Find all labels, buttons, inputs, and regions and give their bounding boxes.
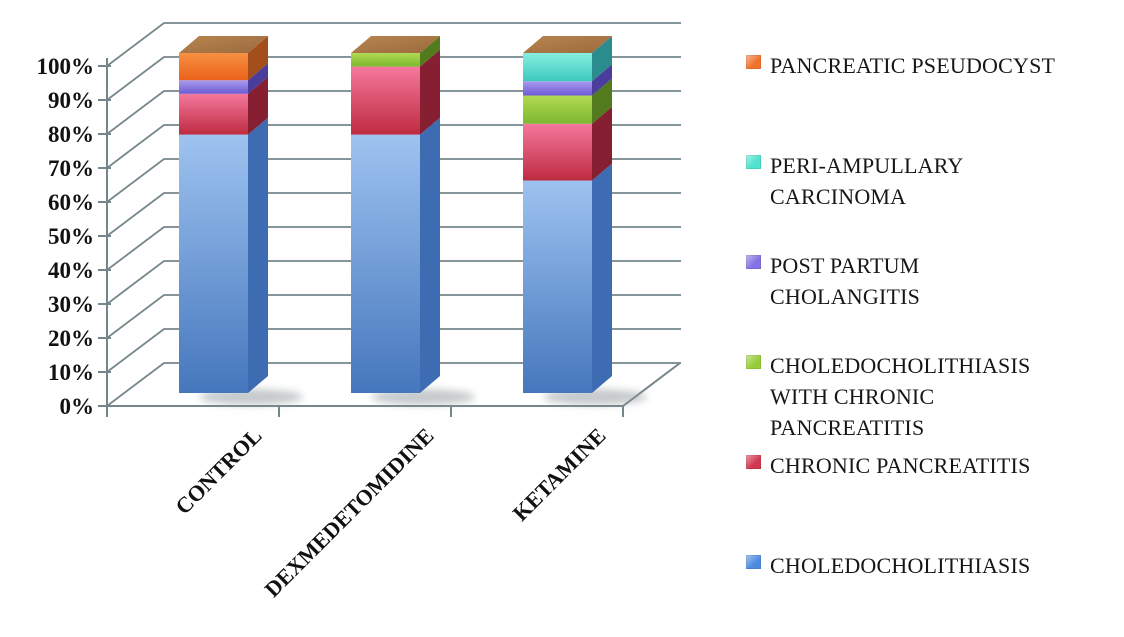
- bar-segment-side: [420, 49, 440, 135]
- legend-swatch-icon: [746, 55, 761, 69]
- bar-segment-side: [248, 63, 268, 94]
- legend-item: PERI-AMPULLARY CARCINOMA: [744, 150, 1084, 212]
- bar-segment: [179, 80, 248, 94]
- y-axis-label: 30%: [48, 292, 94, 317]
- bar-segment-side: [248, 76, 268, 135]
- bar-top-face: [523, 36, 612, 53]
- bar-segment-side: [592, 64, 612, 96]
- legend-swatch-icon: [746, 555, 761, 569]
- bar-top-face: [179, 36, 268, 53]
- legend-item: CHOLEDOCHOLITHIASIS WITH CHRONIC PANCREA…: [744, 350, 1084, 443]
- bar-segment: [523, 180, 592, 393]
- bar-top-face: [351, 36, 440, 53]
- legend-item: POST PARTUM CHOLANGITIS: [744, 250, 1084, 312]
- chart-legend: PANCREATIC PSEUDOCYST PERI-AMPULLARY CARC…: [744, 0, 1104, 637]
- bar-segment-side: [592, 163, 612, 393]
- bar-segment: [179, 134, 248, 393]
- y-axis-label: 20%: [48, 326, 94, 351]
- y-axis-label: 0%: [60, 394, 95, 419]
- legend-label: CHOLEDOCHOLITHIASIS: [770, 553, 1031, 578]
- y-axis-label: 50%: [48, 224, 94, 249]
- x-axis-label: KETAMINE: [508, 423, 611, 526]
- legend-item: CHRONIC PANCREATITIS: [744, 450, 1084, 481]
- y-axis-labels: 0% 10% 20% 30% 40% 50% 60% 70% 80% 90% 100%: [37, 54, 95, 419]
- bar-ketamine: [523, 36, 612, 393]
- legend-swatch-icon: [746, 155, 761, 169]
- legend-label: CHOLEDOCHOLITHIASIS WITH CHRONIC PANCREA…: [770, 353, 1031, 440]
- bar-segment: [523, 123, 592, 181]
- bar-segment-side: [592, 36, 612, 82]
- legend-label: PANCREATIC PSEUDOCYST: [770, 53, 1056, 78]
- legend-label: PERI-AMPULLARY CARCINOMA: [770, 153, 963, 209]
- gridlines: [106, 22, 681, 407]
- y-axis-label: 70%: [48, 156, 94, 181]
- legend-label: CHRONIC PANCREATITIS: [770, 453, 1031, 478]
- bar-segment: [523, 81, 592, 96]
- bar-control: [179, 36, 268, 393]
- bar-segment: [351, 53, 420, 67]
- bar-segment-side: [420, 36, 440, 67]
- bar-segment-side: [248, 117, 268, 393]
- legend-item: PANCREATIC PSEUDOCYST: [744, 50, 1084, 81]
- bar-segment: [351, 134, 420, 393]
- x-axis-label: CONTROL: [170, 423, 266, 519]
- bar-segment-side: [248, 36, 268, 81]
- y-axis-label: 80%: [48, 122, 94, 147]
- legend-item: CHOLEDOCHOLITHIASIS: [744, 550, 1084, 581]
- y-axis-label: 40%: [48, 258, 94, 283]
- legend-swatch-icon: [746, 455, 761, 469]
- bar-segment-side: [592, 106, 612, 181]
- y-axis-label: 60%: [48, 190, 94, 215]
- y-axis-label: 100%: [37, 54, 95, 79]
- x-axis-label: DEXMEDETOMIDINE: [260, 423, 439, 602]
- legend-swatch-icon: [746, 255, 761, 269]
- bar-segment-side: [592, 78, 612, 124]
- bar-segment: [179, 53, 248, 81]
- legend-label: POST PARTUM CHOLANGITIS: [770, 253, 921, 309]
- bar-segment-side: [420, 117, 440, 393]
- axes: [98, 58, 681, 417]
- bar-segment: [523, 53, 592, 82]
- bar-segment: [179, 93, 248, 135]
- bar-segment: [523, 95, 592, 124]
- legend-swatch-icon: [746, 355, 761, 369]
- y-axis-label: 10%: [48, 360, 94, 385]
- bar-segment: [351, 66, 420, 135]
- y-axis-label: 90%: [48, 88, 94, 113]
- bar-dexmedetomidine: [351, 36, 440, 393]
